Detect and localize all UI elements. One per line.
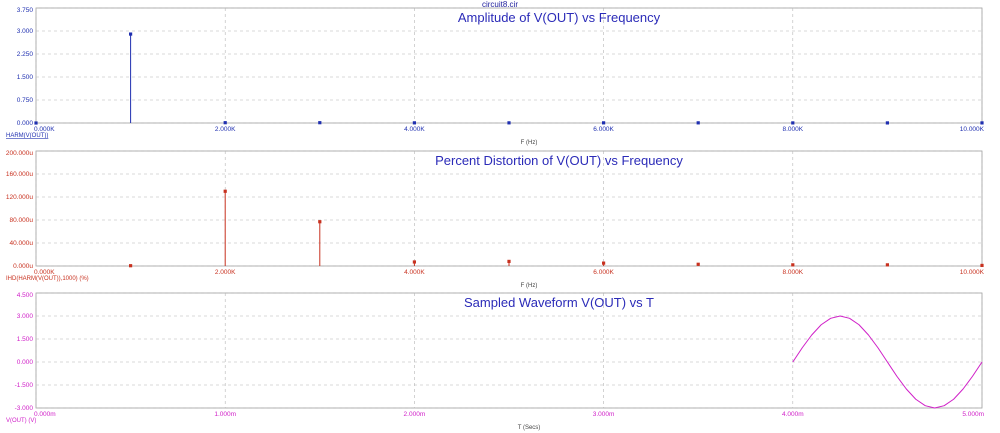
stem-marker xyxy=(980,121,984,125)
stem-marker xyxy=(696,121,700,125)
x-tick-label: 0.000K xyxy=(34,269,55,276)
x-tick-label: 2.000K xyxy=(215,269,236,276)
chart-title: Amplitude of V(OUT) vs Frequency xyxy=(458,10,661,25)
y-tick-label: 3.000 xyxy=(17,313,34,320)
stem-marker xyxy=(129,264,133,268)
x-tick-label: 5.000m xyxy=(962,411,984,418)
stem-marker xyxy=(318,220,322,224)
y-tick-label: 3.750 xyxy=(17,7,34,14)
x-tick-label: 10.000K xyxy=(960,269,985,276)
y-tick-label: 0.000u xyxy=(13,263,33,270)
x-tick-label: 10.000K xyxy=(960,126,985,133)
stem-marker xyxy=(412,121,416,125)
stem-marker xyxy=(791,263,795,267)
stem-marker xyxy=(318,121,322,125)
y-tick-label: 3.000 xyxy=(17,28,34,35)
y-tick-label: 40.000u xyxy=(10,240,34,247)
x-tick-label: 8.000K xyxy=(782,126,803,133)
stem-marker xyxy=(885,121,889,125)
x-tick-label: 8.000K xyxy=(782,269,803,276)
stem-marker xyxy=(507,259,511,263)
x-tick-label: 4.000m xyxy=(782,411,804,418)
x-tick-label: 1.000m xyxy=(214,411,236,418)
y-tick-label: 1.500 xyxy=(17,74,34,81)
y-tick-label: 160.000u xyxy=(6,171,33,178)
x-axis-label: F (Hz) xyxy=(521,140,538,146)
stem-marker xyxy=(602,121,606,125)
file-title: circuit8.cir xyxy=(481,0,518,9)
chart-title: Sampled Waveform V(OUT) vs T xyxy=(464,295,654,310)
x-axis-label: F (Hz) xyxy=(521,283,538,289)
chart-title: Percent Distortion of V(OUT) vs Frequenc… xyxy=(435,153,683,168)
waveform-line xyxy=(792,315,983,409)
y-tick-label: 2.250 xyxy=(17,51,34,58)
y-tick-label: 4.500 xyxy=(17,292,34,299)
plot-frame-2 xyxy=(35,150,983,267)
x-tick-label: 4.000K xyxy=(404,269,425,276)
y-tick-label: 0.000 xyxy=(17,359,34,366)
x-tick-label: 2.000K xyxy=(215,126,236,133)
x-tick-label: 2.000m xyxy=(404,411,426,418)
stem-marker xyxy=(885,263,889,267)
x-tick-label: 0.000m xyxy=(34,411,56,418)
stem-marker xyxy=(223,121,227,125)
y-tick-label: 200.000u xyxy=(6,150,33,157)
y-tick-label: 0.750 xyxy=(17,97,34,104)
x-tick-label: 0.000K xyxy=(34,126,55,133)
stem-marker xyxy=(602,261,606,265)
trace-label: HARM(V(OUT)) xyxy=(6,133,48,139)
plot-frame-1 xyxy=(35,7,983,124)
plot-frame-3 xyxy=(35,292,983,409)
x-tick-label: 6.000K xyxy=(593,269,614,276)
y-tick-label: 0.000 xyxy=(17,120,34,127)
y-tick-label: 1.500 xyxy=(17,336,34,343)
x-tick-label: 6.000K xyxy=(593,126,614,133)
stem-marker xyxy=(980,263,984,268)
stem-marker xyxy=(696,262,700,266)
stem-marker xyxy=(791,121,795,125)
x-axis-label: T (Secs) xyxy=(518,425,541,431)
trace-label: V(OUT) (V) xyxy=(6,418,36,424)
stem-marker xyxy=(412,260,416,264)
stem-marker xyxy=(507,121,511,125)
y-tick-label: 120.000u xyxy=(6,194,33,201)
stem-marker xyxy=(223,189,227,193)
stem-marker xyxy=(34,121,38,125)
trace-label: IHD(HARM(V(OUT)),1000) (%) xyxy=(6,276,89,282)
y-tick-label: -1.500 xyxy=(15,382,34,389)
x-tick-label: 4.000K xyxy=(404,126,425,133)
stem-marker xyxy=(129,32,133,36)
y-tick-label: -3.000 xyxy=(15,405,34,412)
y-tick-label: 80.000u xyxy=(10,217,34,224)
x-tick-label: 3.000m xyxy=(593,411,615,418)
